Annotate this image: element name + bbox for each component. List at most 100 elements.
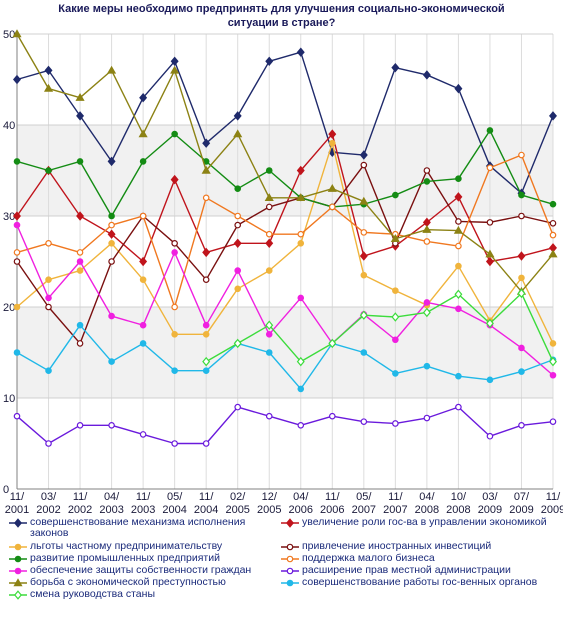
- data-point: [202, 321, 210, 329]
- x-tick-label: 2004: [194, 504, 218, 516]
- data-point: [234, 267, 242, 274]
- legend-label: расширение прав местной администрации: [302, 564, 511, 576]
- data-point: [548, 249, 558, 258]
- data-point: [45, 276, 52, 284]
- data-point: [359, 150, 368, 160]
- series-line: [13, 129, 557, 267]
- x-tick-label: 2003: [99, 504, 123, 516]
- data-point: [234, 221, 242, 229]
- x-tick-label: 11/: [136, 491, 151, 503]
- data-point: [455, 403, 462, 411]
- data-point: [201, 165, 211, 174]
- y-tick-label: 30: [3, 211, 15, 223]
- data-point: [139, 431, 147, 438]
- data-point: [360, 229, 368, 236]
- data-point: [45, 294, 52, 302]
- x-tick-label: 2002: [36, 504, 60, 516]
- data-point: [549, 340, 557, 347]
- data-point: [171, 303, 178, 311]
- data-point: [139, 276, 147, 284]
- data-point: [139, 158, 147, 165]
- data-point: [454, 83, 463, 94]
- y-tick-label: 50: [3, 29, 15, 41]
- x-tick-label: 11/: [199, 491, 214, 503]
- x-tick-label: 2008: [415, 504, 439, 516]
- data-point: [76, 267, 84, 274]
- series-path: [16, 129, 554, 217]
- x-tick-label: 04/: [104, 491, 120, 503]
- data-point: [328, 338, 337, 349]
- data-point: [13, 349, 21, 356]
- data-point: [139, 256, 148, 267]
- data-point: [139, 92, 148, 103]
- series-path: [16, 142, 554, 344]
- data-point: [328, 139, 336, 147]
- data-point: [170, 174, 179, 185]
- data-point: [296, 165, 305, 176]
- data-point: [423, 238, 431, 245]
- legend-swatch-marker: [14, 518, 22, 528]
- data-point: [392, 420, 399, 427]
- data-point: [234, 212, 242, 220]
- data-point: [296, 47, 305, 57]
- legend-swatch: [9, 567, 27, 575]
- data-point: [13, 74, 21, 85]
- series-path: [16, 154, 554, 308]
- data-point: [328, 412, 336, 420]
- data-point: [297, 294, 305, 302]
- data-point: [518, 274, 525, 282]
- y-tick-label: 10: [3, 393, 15, 405]
- legend-swatch-marker: [286, 579, 294, 587]
- x-tick-label: 2009: [478, 504, 502, 516]
- x-tick-label: 2001: [5, 504, 29, 516]
- data-point: [265, 320, 274, 330]
- data-point: [12, 29, 22, 38]
- data-point: [202, 330, 210, 338]
- data-point: [233, 238, 242, 249]
- data-point: [517, 288, 526, 299]
- data-point: [549, 231, 557, 239]
- x-tick-label: 2003: [131, 504, 155, 516]
- data-point: [453, 225, 463, 234]
- data-point: [422, 224, 432, 233]
- data-point: [43, 83, 54, 92]
- x-tick-label: 03/: [41, 491, 57, 503]
- data-point: [265, 267, 273, 274]
- plot-band: [17, 34, 553, 125]
- data-point: [518, 212, 525, 220]
- data-point: [202, 247, 211, 258]
- data-point: [76, 111, 85, 121]
- data-point: [296, 356, 305, 367]
- legend-swatch-marker: [286, 555, 294, 563]
- series-path: [16, 164, 554, 345]
- data-point: [485, 249, 495, 258]
- legend-swatch-marker: [14, 543, 22, 551]
- series-path: [16, 406, 554, 445]
- x-tick-label: 2009: [541, 504, 563, 516]
- x-tick-label: 10/: [451, 491, 467, 503]
- data-point: [171, 249, 178, 256]
- data-point: [264, 193, 274, 201]
- data-point: [76, 249, 84, 256]
- data-point: [297, 230, 305, 238]
- data-point: [359, 310, 368, 320]
- data-point: [76, 321, 84, 329]
- legend-label: совершенствование работы гос-венных орга…: [302, 576, 538, 588]
- data-point: [518, 344, 525, 352]
- data-point: [391, 62, 400, 73]
- legend-swatch-marker: [286, 518, 294, 528]
- data-point: [392, 287, 399, 294]
- plot-band: [17, 216, 553, 307]
- x-tick-label: 05/: [356, 491, 372, 503]
- data-point: [202, 276, 210, 284]
- legend-swatch: [281, 567, 299, 575]
- data-point: [549, 371, 557, 379]
- data-point: [265, 330, 273, 338]
- data-point: [392, 191, 399, 199]
- data-point: [233, 129, 243, 138]
- data-point: [45, 367, 52, 375]
- data-point: [265, 238, 274, 249]
- data-point: [423, 299, 431, 306]
- x-tick-label: 11/: [388, 491, 403, 503]
- data-point: [455, 218, 462, 225]
